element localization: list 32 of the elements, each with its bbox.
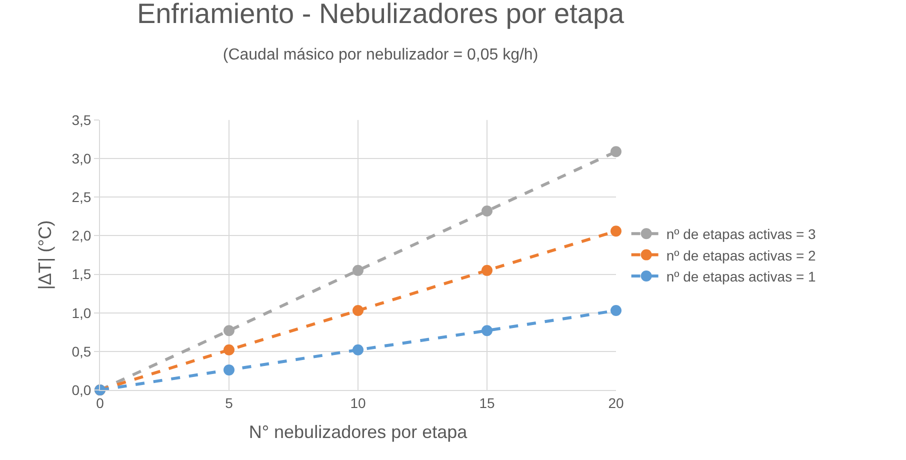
point [610,146,622,158]
legend-label: nº de etapas activas = 2 [666,247,816,264]
point [352,264,364,276]
point [352,344,364,356]
y-tick-label: 1,0 [72,304,92,321]
point [610,226,622,237]
point [482,325,492,336]
point [224,325,234,336]
x-tick-label: 20 [608,394,624,411]
x-tick-label: 0 [96,394,104,411]
y-tick-label: 3,5 [72,112,92,128]
point [610,305,622,316]
y-tick-label: 1,5 [72,266,92,282]
y-tick-label: 0,5 [72,343,92,360]
y-axis-title: |ΔT| (°C) [34,220,55,290]
legend-label: nº de etapas activas = 3 [666,226,816,242]
chart-subtitle: (Caudal másico por nebulizador = 0,05 kg/h) [222,46,538,64]
x-tick-label: 10 [350,394,366,411]
chart-title: Enfriamiento - Nebulizadores por etapa [136,0,625,29]
x-tick-label: 5 [225,394,234,411]
x-tick-label: 15 [479,394,495,411]
point [352,305,364,316]
x-axis-title: N° nebulizadores por etapa [248,422,468,442]
point [224,364,234,376]
y-tick-label: 2,5 [72,189,92,206]
legend-label: nº de etapas activas = 1 [666,268,816,284]
point [482,206,492,217]
y-tick-label: 3,0 [72,150,92,166]
y-tick-label: 0,0 [72,382,92,398]
point [482,264,492,276]
y-tick-label: 2,0 [72,228,92,244]
point [224,344,234,356]
